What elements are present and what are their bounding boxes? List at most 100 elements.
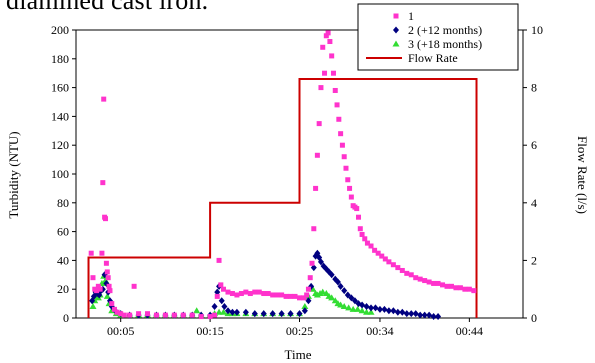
series-1-point: [95, 283, 101, 289]
series-1-point: [221, 286, 227, 292]
y-tick-label: 40: [57, 253, 69, 267]
series-1-point: [336, 116, 342, 122]
series-3-point: [193, 307, 201, 314]
series-1-point: [261, 291, 267, 297]
y2-tick-label: 8: [531, 81, 537, 95]
legend-label: 2 (+12 months): [408, 23, 482, 37]
series-1-point: [375, 250, 381, 256]
series-1-point: [100, 180, 106, 186]
series-1-point: [99, 250, 105, 256]
series-1-point: [106, 283, 112, 289]
series-1-point: [364, 240, 370, 246]
series-1-point: [332, 87, 338, 93]
series-1-point: [225, 289, 231, 295]
series-1-point: [218, 282, 224, 288]
series-2-point: [278, 310, 285, 318]
series-1-point: [305, 286, 311, 292]
series-1-point: [238, 291, 244, 297]
series-2-point: [359, 301, 366, 309]
series-1-point: [316, 121, 322, 127]
series-1-point: [338, 131, 344, 137]
series-1-point: [171, 312, 177, 318]
legend-swatch-series-1: [393, 13, 399, 19]
series-2-point: [211, 302, 218, 310]
series-1-point: [323, 33, 329, 39]
series-1-point: [413, 275, 419, 281]
series-3-point: [345, 304, 353, 311]
series-2-point: [251, 310, 258, 318]
series-1-point: [279, 292, 285, 298]
series-1-point: [103, 216, 109, 222]
series-3-point: [349, 305, 357, 312]
series-1-point: [307, 275, 313, 281]
y-tick-label: 180: [51, 52, 69, 66]
series-2-point: [408, 310, 415, 318]
series-1-point: [462, 286, 468, 292]
series-3-point: [319, 288, 327, 295]
series-2-point: [390, 307, 397, 315]
y2-tick-label: 0: [531, 311, 537, 325]
series-1-point: [136, 311, 142, 317]
series-2-point: [310, 264, 317, 272]
series-1-point: [301, 295, 307, 301]
y2-tick-label: 2: [531, 253, 537, 267]
caption-fragment: diamined cast iron.: [6, 0, 209, 15]
series-1-point: [320, 44, 326, 50]
series-2-point: [417, 311, 424, 319]
series-1-point: [372, 247, 378, 253]
series-2-point: [328, 271, 335, 279]
series-1-point: [379, 253, 385, 259]
series-1-point: [457, 285, 463, 291]
series-2-point: [314, 249, 321, 257]
series-1-point: [297, 295, 302, 301]
series-1-point: [234, 292, 240, 298]
series-layer: [87, 30, 478, 321]
series-2-point: [224, 307, 231, 315]
y-tick-label: 60: [57, 225, 69, 239]
series-2-point: [296, 310, 303, 318]
series-1-point: [207, 314, 213, 320]
series-1-point: [325, 30, 331, 36]
series-2-point: [376, 305, 383, 313]
series-2-point: [372, 304, 379, 312]
series-1-point: [212, 312, 218, 318]
y-axis-left: 0 20 40 60 80 100 120 140 160 180 200: [51, 23, 76, 325]
series-1-point: [382, 256, 388, 262]
series-1-point: [111, 306, 117, 312]
series-3-point: [215, 308, 223, 315]
series-2-point: [221, 302, 228, 310]
series-1-point: [386, 259, 392, 265]
series-1-point: [354, 206, 360, 212]
series-1-point: [216, 257, 222, 263]
series-2-point: [305, 297, 312, 305]
series-1-point: [440, 282, 446, 288]
series-1-point: [145, 311, 151, 317]
series-1-point: [104, 269, 110, 275]
series-1-point: [453, 285, 459, 291]
series-3-point: [220, 308, 228, 315]
y-tick-label: 0: [63, 311, 69, 325]
series-3-point: [354, 305, 362, 312]
series-2-point: [368, 304, 375, 312]
series-3-point: [337, 301, 345, 308]
y-tick-label: 140: [51, 109, 69, 123]
series-1-point: [214, 293, 220, 299]
series-1-point: [309, 260, 315, 266]
series-1-point: [322, 70, 328, 76]
series-3-point: [328, 294, 336, 301]
series-1-point: [343, 165, 349, 171]
series-1-point: [118, 311, 124, 317]
x-tick-label: 00:05: [107, 324, 134, 338]
series-2-point: [317, 258, 324, 266]
series-3-point: [340, 302, 348, 309]
y-tick-label: 120: [51, 138, 69, 152]
series-3-point: [309, 285, 317, 292]
y-tick-label: 200: [51, 23, 69, 37]
series-1-point: [101, 96, 107, 102]
series-1-point: [327, 39, 333, 45]
series-2-point: [403, 310, 410, 318]
series-2-point: [242, 308, 249, 316]
series-1-point: [265, 291, 271, 297]
series-1-point: [103, 260, 109, 266]
series-1-point: [341, 154, 347, 160]
